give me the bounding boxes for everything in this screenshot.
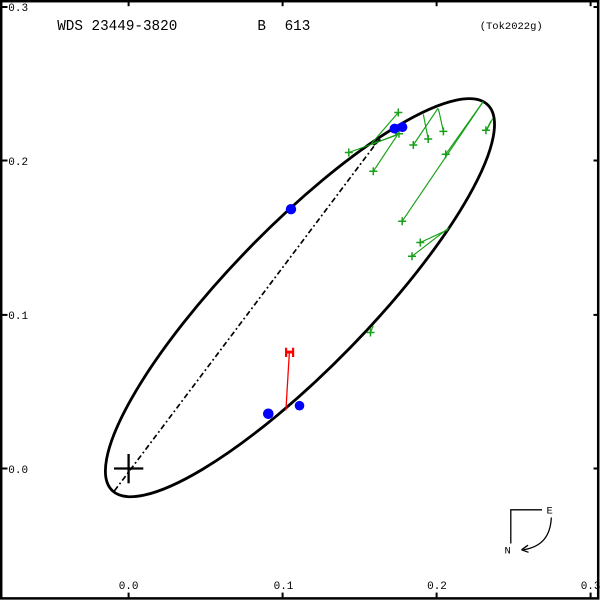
svg-text:0.2: 0.2 — [427, 581, 447, 593]
svg-text:WDS 23449-3820: WDS 23449-3820 — [57, 19, 177, 35]
svg-text:(Tok2022g): (Tok2022g) — [480, 21, 543, 33]
svg-text:0.2: 0.2 — [8, 157, 28, 169]
svg-text:0.0: 0.0 — [119, 581, 139, 593]
svg-text:0.1: 0.1 — [8, 311, 28, 323]
svg-text:0.1: 0.1 — [274, 581, 294, 593]
svg-text:E: E — [547, 506, 553, 518]
svg-text:613: 613 — [285, 19, 311, 35]
svg-text:0.3: 0.3 — [581, 581, 600, 593]
svg-text:0.0: 0.0 — [8, 465, 28, 477]
svg-text:N: N — [505, 546, 511, 558]
svg-text:0.3: 0.3 — [8, 3, 28, 15]
svg-text:B: B — [257, 19, 266, 35]
